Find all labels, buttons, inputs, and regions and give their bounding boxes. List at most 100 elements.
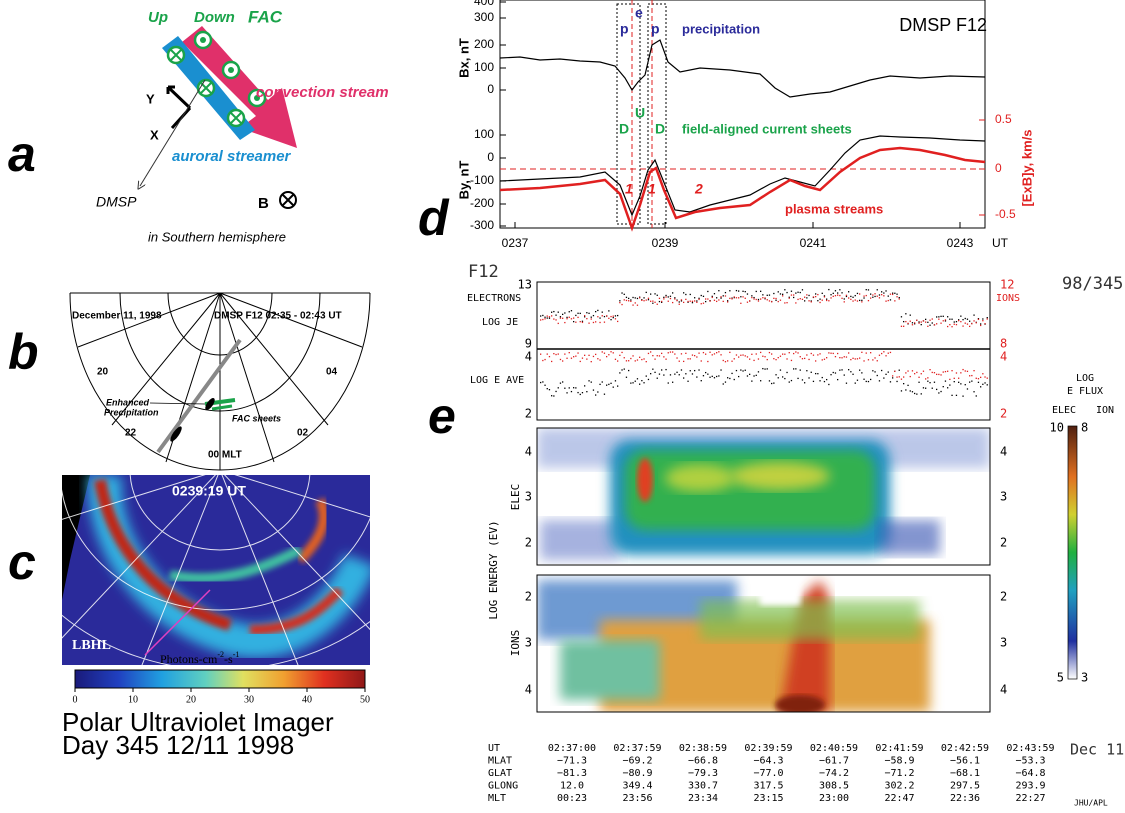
- dot: [894, 300, 896, 302]
- axes: [166, 85, 192, 130]
- cell: −68.1: [950, 768, 980, 779]
- dot: [947, 316, 949, 318]
- precip-mark: [205, 398, 215, 410]
- dot: [900, 325, 903, 327]
- dot: [702, 351, 705, 354]
- dot: [973, 391, 975, 393]
- dot: [925, 378, 927, 380]
- dot: [636, 304, 639, 306]
- dot: [628, 369, 630, 372]
- dot: [905, 313, 907, 315]
- dot: [962, 319, 964, 321]
- dot: [744, 291, 746, 293]
- dot: [647, 297, 650, 299]
- dot: [773, 297, 775, 299]
- dot: [760, 298, 762, 300]
- dot: [577, 312, 579, 314]
- dot: [905, 320, 907, 323]
- dot: [940, 322, 942, 324]
- dot: [740, 354, 742, 356]
- cell: −79.3: [688, 768, 718, 779]
- region-box: [616, 3, 641, 225]
- dot: [588, 380, 590, 382]
- dot: [614, 318, 617, 320]
- dot: [762, 297, 764, 299]
- x-tick-label: 0241: [800, 236, 827, 250]
- dot: [667, 352, 669, 354]
- date-label: Dec 11: [1070, 741, 1124, 759]
- dot: [599, 383, 601, 386]
- dot: [658, 355, 661, 357]
- dot: [812, 296, 815, 298]
- dot: [742, 370, 744, 372]
- dot: [713, 377, 716, 379]
- dot: [643, 382, 645, 384]
- dot: [874, 371, 876, 373]
- uvi-image: [62, 475, 370, 665]
- dot: [749, 373, 751, 375]
- dot: [973, 320, 975, 322]
- dot: [663, 296, 665, 299]
- dot: [702, 375, 705, 377]
- dot: [806, 354, 808, 356]
- cell: 02:42:59: [941, 743, 989, 754]
- plot-frame: [499, 0, 986, 229]
- energy-label: LOG ENERGY (EV): [487, 520, 500, 619]
- dot: [652, 354, 654, 357]
- streamer-label: auroral streamer: [172, 148, 292, 165]
- dot: [599, 317, 601, 319]
- dot: [784, 302, 786, 304]
- dot: [669, 351, 672, 353]
- colorbar-ticks: 0 10 20 30 40 50: [73, 688, 370, 705]
- dot: [599, 321, 601, 324]
- dot: [553, 395, 555, 397]
- dot: [685, 373, 687, 375]
- dot: [944, 319, 947, 321]
- dot: [650, 373, 652, 375]
- dot: [683, 360, 685, 363]
- dot: [925, 387, 927, 389]
- enhanced-label: Enhanced: [106, 397, 150, 407]
- dot: [909, 390, 911, 392]
- dot: [720, 369, 722, 371]
- dot: [742, 290, 744, 292]
- y-tick-label: 400: [474, 0, 494, 8]
- dot: [674, 353, 676, 355]
- flux-colorbar: [1067, 425, 1078, 680]
- dot: [702, 302, 705, 304]
- annotation: 1: [648, 181, 656, 197]
- dot: [751, 295, 753, 297]
- dot: [713, 299, 716, 301]
- dot: [925, 321, 927, 323]
- cell: 23:56: [622, 793, 652, 804]
- annotation: plasma streams: [785, 201, 883, 216]
- dot: [766, 294, 768, 296]
- dot: [731, 298, 733, 300]
- dot: [694, 355, 696, 357]
- dot: [832, 295, 834, 298]
- dot: [969, 325, 971, 328]
- dot: [819, 301, 821, 304]
- g: [62, 475, 370, 665]
- dot: [700, 380, 702, 382]
- dot: [947, 387, 949, 389]
- dot: [960, 383, 962, 385]
- annotation: U: [635, 105, 645, 121]
- x-label: X: [150, 127, 159, 142]
- dot: [674, 373, 676, 375]
- dot: [575, 321, 577, 323]
- dot: [909, 375, 911, 378]
- dot: [903, 376, 905, 378]
- dot: [779, 355, 782, 357]
- dot: [639, 383, 641, 385]
- dot: [612, 315, 614, 317]
- dot: [643, 297, 645, 299]
- cell: 22:27: [1015, 793, 1045, 804]
- dot: [689, 293, 691, 296]
- dot: [711, 295, 713, 298]
- dot: [566, 318, 568, 320]
- dot: [559, 317, 562, 319]
- dot: [837, 378, 839, 381]
- dot: [705, 371, 707, 374]
- dot: [885, 290, 887, 292]
